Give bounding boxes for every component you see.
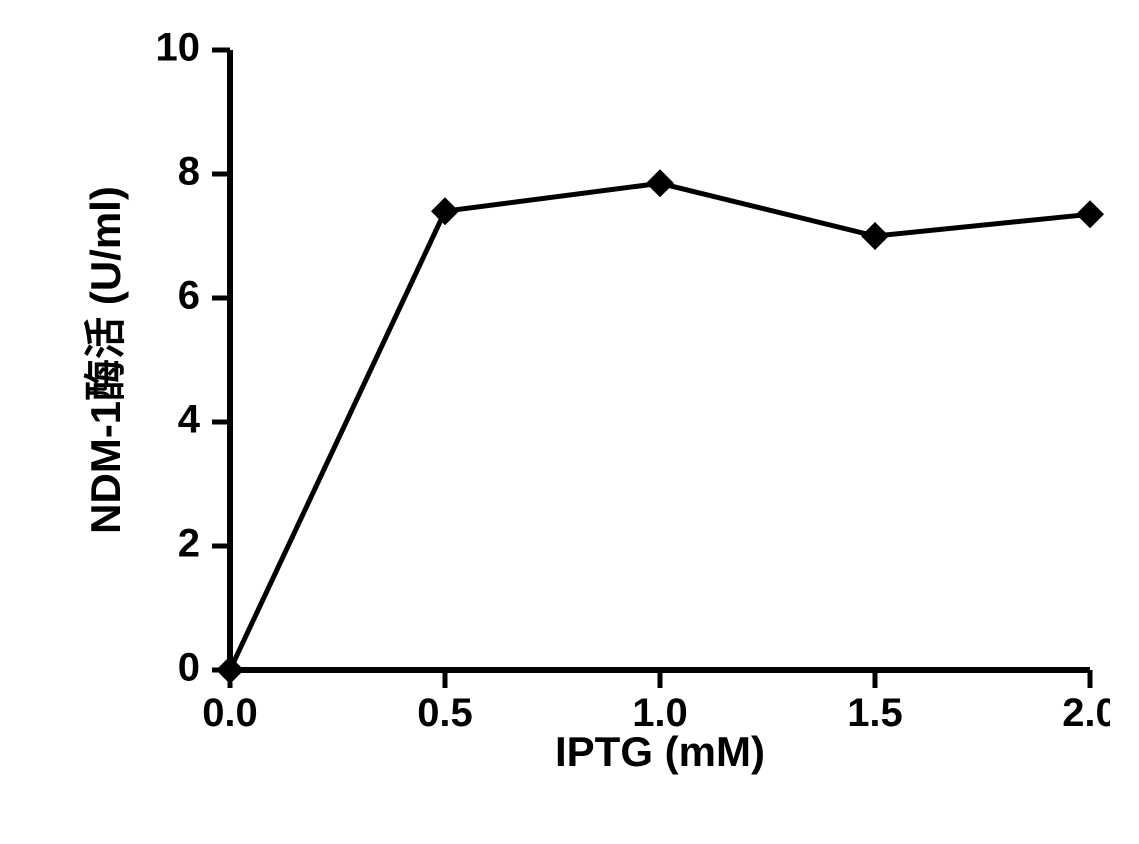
- x-axis-label: IPTG (mM): [555, 728, 765, 775]
- chart-svg: 02468100.00.51.01.52.0NDM-1酶活 (U/ml)IPTG…: [50, 30, 1110, 810]
- x-tick-label: 2.0: [1062, 691, 1110, 735]
- data-marker: [431, 197, 459, 225]
- y-tick-label: 0: [178, 646, 200, 690]
- y-tick-label: 2: [178, 522, 200, 566]
- y-tick-label: 4: [178, 398, 201, 442]
- chart-container: 02468100.00.51.01.52.0NDM-1酶活 (U/ml)IPTG…: [50, 30, 1110, 810]
- y-tick-label: 6: [178, 274, 200, 318]
- data-marker: [1076, 200, 1104, 228]
- x-tick-label: 0.0: [202, 691, 258, 735]
- x-tick-label: 1.5: [847, 691, 903, 735]
- data-marker: [861, 222, 889, 250]
- y-tick-label: 10: [156, 30, 201, 70]
- data-series-line: [230, 183, 1090, 670]
- data-marker: [216, 656, 244, 684]
- y-axis-label: NDM-1酶活 (U/ml): [82, 186, 129, 534]
- axis-lines: [230, 50, 1090, 670]
- x-tick-label: 0.5: [417, 691, 473, 735]
- data-marker: [646, 169, 674, 197]
- y-tick-label: 8: [178, 150, 200, 194]
